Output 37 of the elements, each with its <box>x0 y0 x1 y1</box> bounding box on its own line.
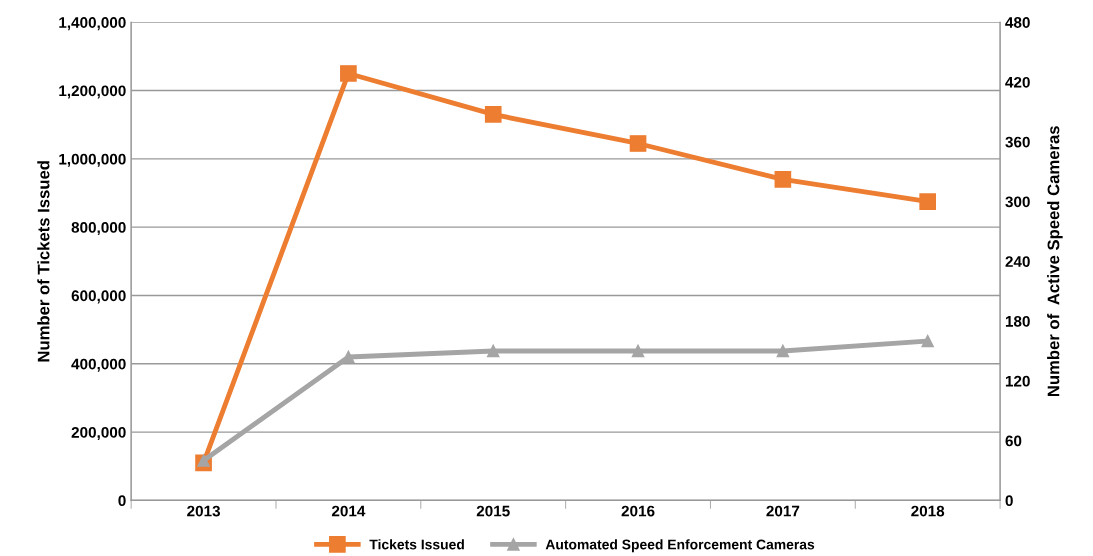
point <box>631 344 645 358</box>
x-tick-label: 2014 <box>331 505 366 517</box>
point <box>340 65 357 82</box>
y2-tick-label: 420 <box>1005 76 1030 88</box>
y-tick-label: 400,000 <box>71 358 126 372</box>
y-tick-label: 200,000 <box>71 426 126 440</box>
point <box>486 344 500 358</box>
y-tick-label: 800,000 <box>71 222 126 236</box>
x-tick-label: 2018 <box>911 505 945 517</box>
point <box>484 106 502 123</box>
y2-tick-label: 300 <box>1005 196 1030 208</box>
y-tick-label: 1,000,000 <box>59 153 126 167</box>
y-tick-label: 1,200,000 <box>59 85 126 99</box>
point <box>921 334 934 348</box>
y-tick-label: 600,000 <box>71 290 126 304</box>
y2-axis-title: Number of Active Speed Cameras <box>1047 126 1063 397</box>
point <box>919 193 937 210</box>
point <box>342 350 355 364</box>
x-tick-label: 2013 <box>187 505 221 517</box>
point <box>776 344 790 358</box>
point <box>629 135 647 152</box>
x-tick-label: 2017 <box>766 505 800 517</box>
x-tick-label: 2016 <box>621 505 655 517</box>
y-axis-title: Number of Tickets Issued <box>37 161 50 362</box>
point <box>774 171 792 188</box>
y2-tick-label: 360 <box>1005 136 1030 148</box>
y-tick-label: 1,400,000 <box>59 17 126 31</box>
y2-tick-label: 60 <box>1005 435 1022 447</box>
legend-label: Automated Speed Enforcement Cameras <box>545 539 815 553</box>
y2-tick-label: 480 <box>1005 17 1030 28</box>
y2-tick-label: 0 <box>1005 495 1013 507</box>
x-tick-label: 2015 <box>476 505 510 517</box>
legend-label: Tickets Issued <box>369 539 464 550</box>
y2-tick-label: 180 <box>1005 315 1030 327</box>
y2-tick-label: 240 <box>1005 256 1030 268</box>
y-tick-label: 0 <box>118 495 126 507</box>
y2-tick-label: 120 <box>1005 375 1030 387</box>
